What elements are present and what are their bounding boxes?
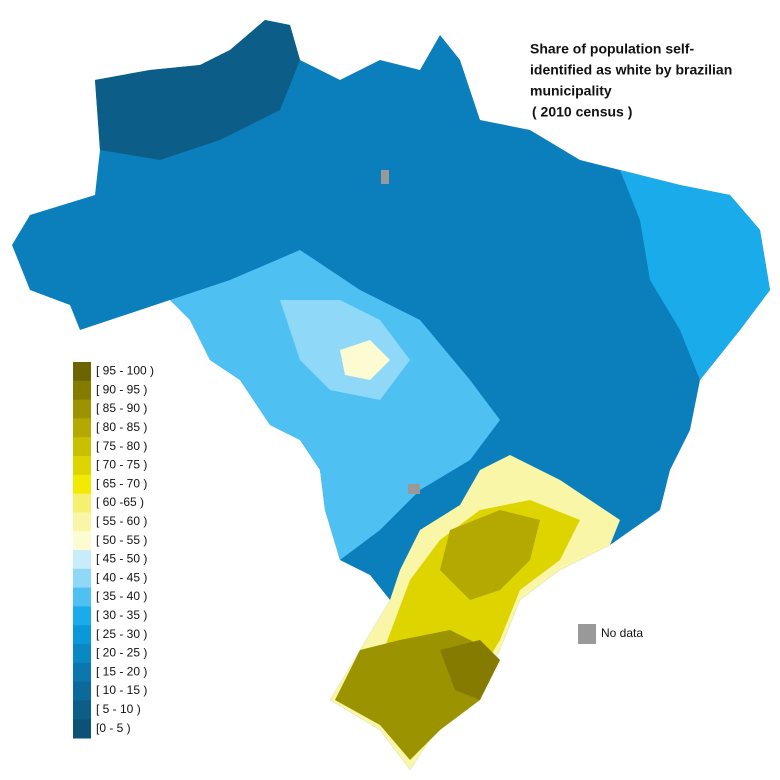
legend-label: [ 5 - 10 ) bbox=[96, 702, 141, 716]
legend-swatch bbox=[73, 474, 91, 495]
legend-swatch bbox=[73, 531, 91, 551]
region bbox=[170, 250, 500, 560]
legend-label: [ 85 - 90 ) bbox=[96, 401, 147, 415]
legend-label: [ 70 - 75 ) bbox=[96, 458, 147, 472]
legend-swatch bbox=[73, 681, 91, 701]
legend-swatch bbox=[73, 362, 91, 382]
brazil-map bbox=[12, 20, 770, 770]
legend-swatch bbox=[73, 568, 91, 589]
no-data-area bbox=[408, 484, 420, 494]
legend-swatch bbox=[73, 662, 91, 683]
legend-swatch bbox=[73, 493, 91, 513]
legend: [ 95 - 100 ) [ 90 - 95 ) [ 85 - 90 ) [ 80 -… bbox=[73, 362, 154, 739]
legend-swatch bbox=[73, 418, 91, 438]
region bbox=[440, 640, 500, 700]
legend-label: [ 45 - 50 ) bbox=[96, 552, 147, 566]
legend-swatch bbox=[73, 644, 91, 664]
legend-swatch bbox=[73, 587, 91, 607]
legend-label: [0 - 5 ) bbox=[96, 721, 131, 735]
region bbox=[620, 170, 770, 380]
no-data-label: No data bbox=[601, 626, 643, 640]
legend-swatch bbox=[73, 380, 91, 401]
legend-label: [ 30 - 35 ) bbox=[96, 608, 147, 622]
legend-swatch bbox=[73, 700, 91, 720]
legend-label: [ 55 - 60 ) bbox=[96, 514, 147, 528]
legend-label: [ 90 - 95 ) bbox=[96, 382, 147, 396]
title-line: Share of population self- bbox=[530, 41, 694, 57]
legend-swatch bbox=[73, 719, 91, 739]
legend-swatch bbox=[73, 512, 91, 532]
legend-swatch bbox=[73, 437, 91, 457]
region bbox=[440, 510, 540, 600]
no-data-swatch bbox=[578, 624, 596, 644]
legend-swatch bbox=[73, 399, 91, 419]
legend-label: [ 80 - 85 ) bbox=[96, 420, 147, 434]
legend-label: [ 60 -65 ) bbox=[96, 495, 144, 509]
title: Share of population self-identified as w… bbox=[530, 41, 732, 120]
title-line: identified as white by brazilian bbox=[530, 62, 732, 78]
legend-label: [ 35 - 40 ) bbox=[96, 589, 147, 603]
legend-swatch bbox=[73, 456, 91, 476]
region bbox=[340, 340, 390, 380]
legend-swatch bbox=[73, 625, 91, 645]
region bbox=[95, 20, 300, 160]
legend-label: [ 20 - 25 ) bbox=[96, 646, 147, 660]
legend-label: [ 50 - 55 ) bbox=[96, 533, 147, 547]
legend-swatch bbox=[73, 550, 91, 570]
legend-label: [ 25 - 30 ) bbox=[96, 627, 147, 641]
title-line: municipality bbox=[530, 83, 612, 99]
legend-label: [ 15 - 20 ) bbox=[96, 664, 147, 678]
legend-label: [ 40 - 45 ) bbox=[96, 570, 147, 584]
legend-label: [ 75 - 80 ) bbox=[96, 439, 147, 453]
legend-swatch bbox=[73, 606, 91, 626]
legend-label: [ 65 - 70 ) bbox=[96, 476, 147, 490]
no-data-area bbox=[381, 170, 389, 184]
legend-label: [ 10 - 15 ) bbox=[96, 683, 147, 697]
title-line: ( 2010 census ) bbox=[532, 104, 632, 120]
legend-label: [ 95 - 100 ) bbox=[96, 364, 154, 378]
